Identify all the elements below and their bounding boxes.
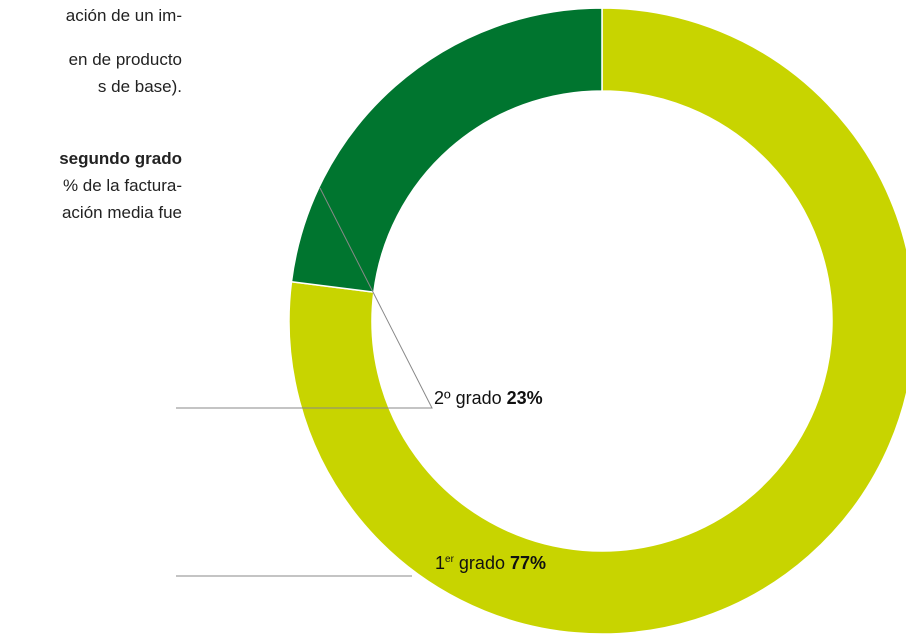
label-second-grade-text: 2º bbox=[434, 388, 451, 408]
paragraph-line-4: segundo grado bbox=[59, 149, 182, 168]
label-first-grade: 1er grado 77% bbox=[435, 549, 546, 574]
slice-first-grade bbox=[288, 7, 906, 635]
slice-second-grade bbox=[290, 7, 603, 294]
paragraph-line-2: en de producto bbox=[68, 50, 182, 69]
label-second-grade-rest: grado bbox=[450, 388, 507, 408]
label-first-grade-sup: er bbox=[445, 554, 454, 565]
label-first-grade-rest: grado bbox=[453, 553, 510, 573]
paragraph-line-3: s de base). bbox=[97, 77, 182, 96]
label-second-grade-value: 23% bbox=[506, 388, 543, 408]
label-first-grade-value: 77% bbox=[509, 553, 546, 573]
paragraph-line-6: ación media fue bbox=[61, 203, 182, 222]
paragraph-line-1: ación de un im- bbox=[65, 6, 182, 25]
label-second-grade: 2º grado 23% bbox=[434, 384, 543, 409]
label-first-grade-text: 1 bbox=[435, 553, 446, 573]
leader-line-second-grade bbox=[176, 187, 433, 409]
paragraph-line-5: % de la factura- bbox=[62, 176, 182, 195]
